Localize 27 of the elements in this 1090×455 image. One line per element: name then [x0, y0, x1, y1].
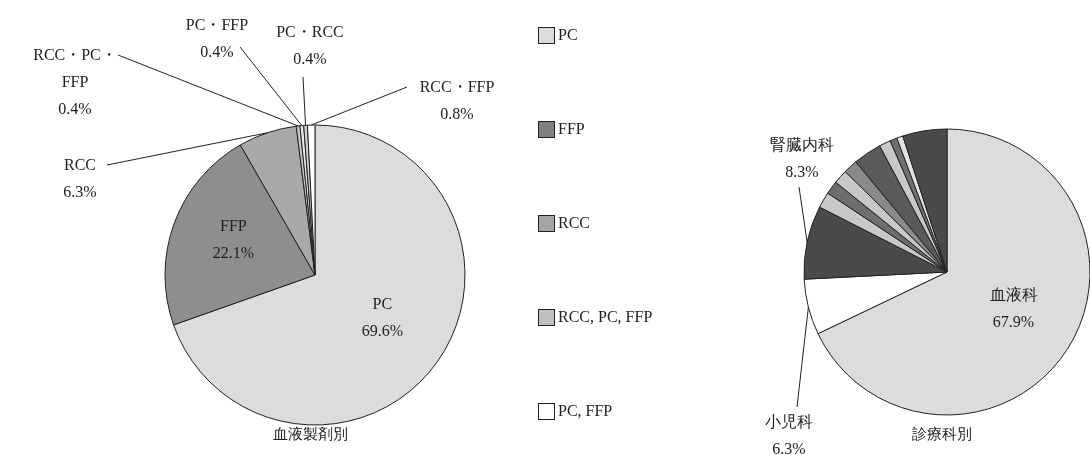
slice-label: RCC・PC・FFP — [33, 46, 117, 90]
category-label: FFP — [558, 120, 585, 138]
text: 診療科別 — [912, 426, 972, 442]
category-label: PC, FFP — [558, 402, 613, 420]
slice-label: 血液科 — [989, 285, 1038, 303]
data-label: 22.1% — [212, 243, 255, 261]
category-label: PC — [558, 26, 578, 44]
slice-label: PC・RCC — [276, 23, 344, 40]
slice-label: 腎臓内科 — [770, 136, 834, 153]
text: 血液製剤別 — [271, 425, 349, 444]
slice-label: RCC・FFP — [419, 78, 495, 95]
category-label: RCC — [558, 214, 591, 232]
data-label: 0.4% — [293, 50, 327, 67]
data-label: 0.4% — [58, 100, 92, 117]
slice-label: FFP — [220, 216, 247, 234]
slice-label: PC・FFP — [185, 16, 249, 33]
slice-label: 小児科 — [765, 413, 813, 430]
slice-label: PC — [372, 294, 393, 312]
category-label: RCC, PC, FFP — [558, 308, 653, 326]
data-label: 67.9% — [992, 312, 1035, 330]
data-label: 0.4% — [200, 43, 234, 60]
data-label: 6.3% — [772, 440, 806, 455]
data-label: 0.8% — [440, 105, 474, 122]
data-label: 69.6% — [361, 321, 404, 339]
data-label: 6.3% — [63, 183, 97, 200]
data-label: 8.3% — [785, 163, 819, 180]
slice-label: RCC — [63, 156, 97, 173]
